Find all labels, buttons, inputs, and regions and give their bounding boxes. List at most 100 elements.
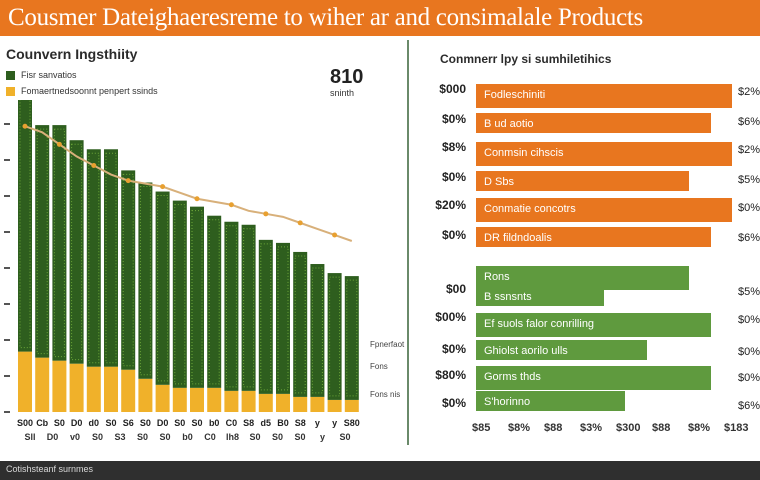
hbar-bar: B ud aotio: [476, 113, 711, 133]
bar-segment-orange: [276, 393, 290, 412]
y-row-label: $00%: [435, 310, 466, 324]
side-label-1: Fpnerfaot: [370, 340, 405, 349]
bar-texture: [122, 173, 134, 367]
hbar-label: Conmatie concotrs: [484, 203, 576, 215]
bar-segment-green: [190, 206, 204, 388]
bar-segment-green: [258, 239, 273, 394]
title-bar: Cousmer Dateighaeresreme to wiher ar and…: [0, 0, 760, 36]
hbar-label: S'horinno: [484, 396, 531, 408]
x-tick-label-lower: S0: [92, 432, 103, 442]
hbar-bar: Gorms thds: [476, 366, 711, 390]
bar-segment-green: [293, 251, 308, 397]
bar-segment-green: [344, 276, 359, 400]
hbar-label: DR fildndoalis: [484, 232, 552, 244]
trend-point: [125, 178, 131, 184]
y-row-label: $0%: [441, 342, 466, 356]
x-tick-label: D0: [157, 418, 169, 428]
vertical-bar-chart: S00 Cb S0 D0 d0 S0 S6 S0 D0 S0 S0 b0 C0 S8 d5 B0 S8 y y S80…: [4, 100, 360, 442]
bar-texture: [225, 225, 237, 388]
y-row-label: $0%: [441, 396, 466, 410]
trend-point: [332, 232, 338, 238]
hbar-label: Fodleschiniti: [484, 89, 546, 101]
bar-segment-green: [172, 200, 187, 388]
bar-segment-orange: [241, 390, 256, 412]
trend-point: [194, 196, 200, 202]
x-tick-label-lower: S0: [339, 432, 350, 442]
x-tick-label: S0: [191, 418, 202, 428]
trend-point: [297, 220, 303, 226]
bar-segment-orange: [104, 366, 118, 412]
trend-point: [56, 141, 62, 147]
panel-divider: [407, 40, 409, 445]
bar-segment-orange: [35, 357, 50, 412]
bar-texture: [71, 143, 83, 361]
hbar-label: Ghiolst aorilo ulls: [484, 345, 568, 357]
x-tick-label-lower: v0: [70, 432, 80, 442]
hbar-label: Rons: [484, 271, 510, 283]
bar-segment-green: [52, 125, 67, 361]
row-value-label: $2%: [738, 86, 760, 98]
right-panel-title: Conmnerr lpy si sumhiletihics: [440, 52, 612, 66]
hbar-bar: Fodleschiniti: [476, 84, 732, 108]
footer-bar: Cotishsteanf surnmes: [0, 461, 760, 480]
hbar-label: Gorms thds: [484, 371, 541, 383]
hbar-label: D Sbs: [484, 176, 514, 188]
x-tick-label: S8: [243, 418, 254, 428]
bar-segment-green: [310, 264, 325, 397]
x-tick-label: b0: [209, 418, 220, 428]
x-tick-label: d0: [89, 418, 100, 428]
hbar-label: Conmsin cihscis: [484, 147, 564, 159]
hbar-bar: S'horinno: [476, 391, 626, 411]
row-value-label: $0%: [738, 314, 760, 326]
x-tick-label-lower: S0: [294, 432, 305, 442]
bar-segment-green: [155, 191, 170, 385]
x-tick-label: $3%: [580, 422, 603, 434]
row-value-label: $0%: [738, 346, 760, 358]
bar-segment-green: [121, 170, 136, 370]
bar-segment-green: [86, 149, 101, 367]
bar-texture: [329, 276, 341, 397]
hbar-bar: DR fildndoalis: [476, 227, 711, 247]
trend-point: [228, 202, 234, 208]
bar-segment-orange: [155, 384, 170, 412]
y-row-label: $20%: [435, 198, 466, 212]
hbar-bar: D Sbs: [476, 171, 690, 191]
x-tick-label: S8: [295, 418, 306, 428]
x-tick-label: C0: [226, 418, 238, 428]
hbar-bar: Ef suols falor conrilling: [476, 313, 711, 337]
left-panel-title: Counvern Ingsthiity: [6, 46, 138, 62]
side-label-3: Fons nis: [370, 390, 401, 399]
x-tick-label: Cb: [36, 418, 48, 428]
bar-segment-orange: [172, 387, 187, 412]
x-tick-label: D0: [71, 418, 83, 428]
y-row-label: $00: [445, 282, 466, 296]
hbar-bar: Conmatie concotrs: [476, 198, 732, 222]
bar-segment-green: [18, 100, 32, 352]
trend-point: [22, 123, 28, 129]
x-tick-label: S0: [105, 418, 116, 428]
x-tick-label-lower: S0: [249, 432, 260, 442]
hbar-label: Ef suols falor conrilling: [484, 318, 595, 330]
bar-texture: [88, 152, 100, 364]
legend-label-green: Fisr sanvatios: [21, 70, 77, 80]
x-tick-label: $8%: [688, 422, 711, 434]
footer-text: Cotishsteanf surnmes: [6, 464, 94, 474]
y-row-label: $80%: [435, 368, 466, 382]
hbar-bar: Conmsin cihscis: [476, 142, 732, 166]
x-tick-label-lower: lh8: [226, 432, 239, 442]
bar-segment-green: [224, 221, 239, 391]
x-tick-label-lower: y: [320, 432, 325, 442]
bar-segment-orange: [310, 396, 325, 412]
y-row-label: $8%: [441, 140, 466, 154]
x-tick-label-lower: S3: [114, 432, 125, 442]
bar-segment-green: [241, 224, 256, 391]
x-tick-label: y: [332, 418, 337, 428]
bar-texture: [174, 204, 186, 385]
hbar-bar: B ssnsnts: [476, 286, 604, 306]
x-tick-label-lower: b0: [182, 432, 193, 442]
bar-segment-green: [207, 215, 222, 388]
bar-texture: [157, 195, 169, 382]
bar-segment-green: [327, 273, 342, 400]
bar-segment-orange: [327, 399, 342, 412]
x-tick-label: $300: [616, 422, 641, 434]
